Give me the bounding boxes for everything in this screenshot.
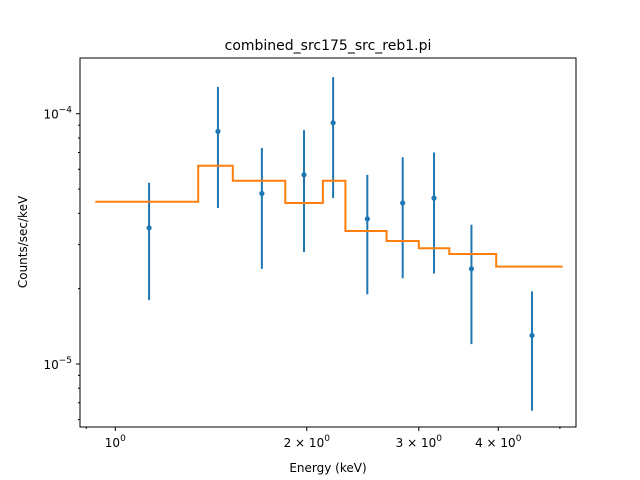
tick-label: 3 × 100 bbox=[396, 434, 443, 450]
tick-label: 10−5 bbox=[43, 356, 72, 372]
data-point bbox=[468, 266, 475, 272]
data-point bbox=[364, 216, 370, 222]
model-step-line bbox=[95, 164, 563, 268]
axes-frame bbox=[79, 57, 577, 428]
axis-ticks: 100 2 × 100 3 × 100 4 × 100 10−5 10−4 bbox=[43, 106, 561, 450]
y-axis-label: Counts/sec/keV bbox=[16, 195, 30, 288]
plot-area bbox=[95, 77, 563, 411]
data-point bbox=[259, 190, 265, 197]
tick-label: 4 × 100 bbox=[475, 434, 522, 450]
tick-label: 100 bbox=[105, 434, 126, 450]
data-point bbox=[301, 172, 307, 178]
data-point bbox=[215, 128, 221, 134]
data-point bbox=[146, 225, 152, 231]
data-point bbox=[330, 120, 336, 126]
x-axis-label: Energy (keV) bbox=[289, 461, 366, 475]
data-point bbox=[431, 195, 437, 201]
tick-label: 2 × 100 bbox=[284, 434, 331, 450]
data-point bbox=[400, 200, 406, 206]
chart-title: combined_src175_src_reb1.pi bbox=[225, 38, 432, 54]
tick-label: 10−4 bbox=[43, 106, 72, 122]
data-point bbox=[529, 332, 535, 339]
